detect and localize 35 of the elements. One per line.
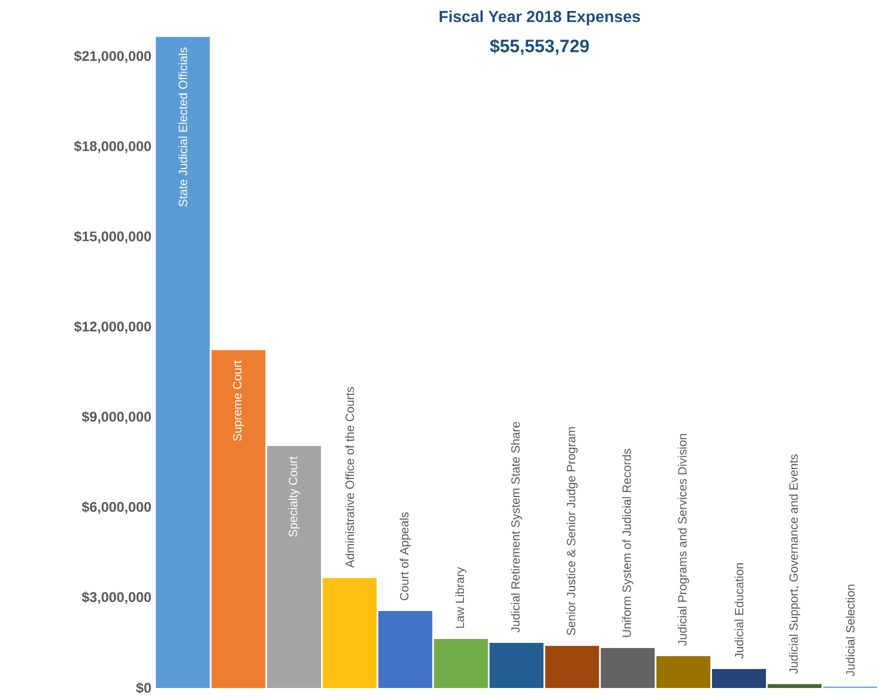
y-tick-label: $6,000,000 [82,501,151,514]
bar [322,578,377,688]
x-tick-label: Specialty Court [288,456,300,537]
bar [490,642,544,688]
y-tick-label: $12,000,000 [74,321,151,334]
x-tick-label: Judicial Programs and Services Division [678,434,689,646]
y-tick-label: $15,000,000 [74,230,151,244]
y-tick-label: $21,000,000 [74,50,151,63]
x-tick-label: Judicial Support, Governance and Events [789,454,800,674]
bar [600,648,655,688]
y-tick-label: $18,000,000 [74,140,151,154]
x-tick-label: Uniform System of Judicial Records [622,448,634,637]
x-tick-label: Administrative Office of the Courts [345,387,354,568]
bar [267,446,322,688]
bar [656,656,710,688]
x-tick-label: Judicial Selection [846,584,855,676]
x-tick-label: Judicial Education [734,563,744,659]
y-tick-label: $3,000,000 [82,592,151,604]
bar [768,684,822,688]
x-tick-label: Senior Justice & Senior Judge Program [566,427,578,636]
x-tick-label: Court of Appeals [400,512,411,600]
bar [545,646,600,688]
y-tick-label: $0 [136,682,151,694]
x-tick-label: Supreme Court [233,360,244,441]
bar [378,611,432,688]
y-tick-label: $9,000,000 [82,411,151,424]
chart-title: Fiscal Year 2018 Expenses [440,10,640,26]
x-tick-label: Law Library [455,567,466,628]
chart-subtitle: $55,553,729 [490,38,589,55]
x-tick-label: State Judicial Elected Officials [178,48,188,206]
bar [211,350,266,688]
bar [434,638,488,688]
x-tick-label: Judicial Retirement System State Share [510,422,522,633]
bar [712,669,766,688]
bar [156,36,210,688]
